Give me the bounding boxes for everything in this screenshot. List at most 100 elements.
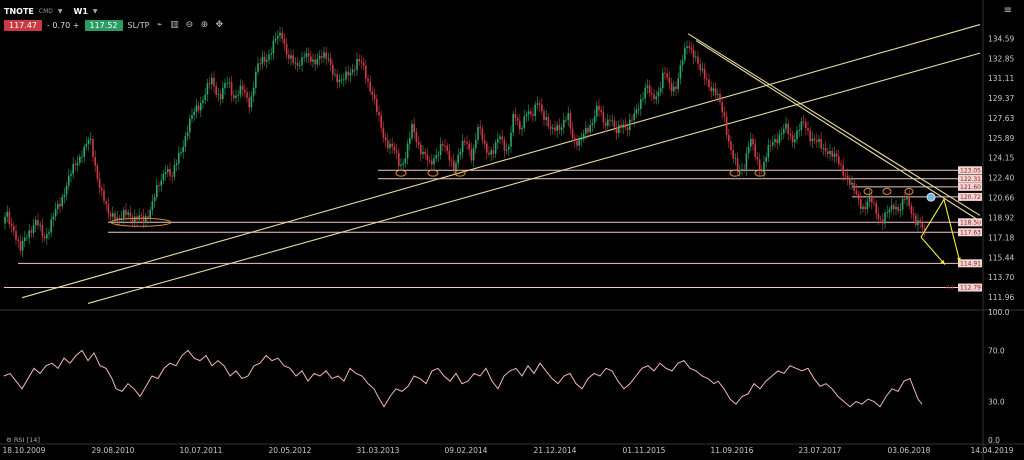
candle-body [767,144,770,158]
candle-body [303,57,305,58]
menu-icon[interactable]: ≡ [1003,5,1012,16]
settings-icon[interactable]: ⚙ [6,436,12,444]
candle-body [283,38,286,44]
buy-price-button[interactable]: 117.52 [84,19,123,31]
candle-body [48,232,50,235]
candle-body [461,140,464,152]
candle-body [235,95,237,99]
candle-body [657,92,660,97]
candle-body [728,135,730,142]
candle-body [365,65,367,79]
candle-body [844,175,847,177]
candle-body [32,225,35,233]
candle-body [360,61,363,63]
candle-body [332,64,334,75]
candle-body [778,134,781,144]
candle-body [228,82,231,84]
scenario-arrow [920,236,946,265]
zoom-in-icon[interactable]: ⊕ [200,20,209,30]
candle-body [664,72,666,74]
level-tag-label: 123.05 [960,167,981,174]
indicators-icon[interactable]: ▥ [170,20,179,30]
x-tick-label: 29.08.2010 [92,446,135,455]
y-tick-label: 113.70 [988,273,1014,282]
candle-body [351,69,354,73]
candle-body [574,137,576,142]
candle-body [598,105,600,111]
candle-body [558,125,561,130]
candle-body [299,65,301,66]
candle-body [862,206,864,209]
candle-body [494,142,497,154]
candle-body [41,224,44,237]
candle-body [160,180,162,186]
candle-body [149,210,151,218]
candle-body [563,120,565,128]
candle-body [85,143,88,147]
candle-body [923,228,926,231]
candle-body [651,93,653,95]
sltp-button[interactable]: SL/TP [127,20,150,30]
candle-body [800,121,803,131]
candle-body [717,94,719,96]
candle-body [730,141,732,151]
candle-body [712,88,715,92]
candle-body [158,185,160,186]
candle-body [536,103,539,105]
candle-body [613,120,616,128]
candle-body [103,190,105,202]
candle-body [842,165,844,176]
candle-body [868,195,871,202]
candle-body [248,97,250,108]
symbol-dropdown-icon[interactable]: ▼ [57,7,63,15]
chart-toolbar: TNOTE CMD ▼ W1 ▼ 117.47 - 0.70 + 117.52 … [4,4,224,36]
timeframe-label[interactable]: W1 [73,6,88,16]
candle-body [499,136,501,140]
timeframe-dropdown-icon[interactable]: ▼ [92,7,98,15]
candle-body [917,220,919,226]
candle-body [675,86,677,90]
candle-body [791,135,794,143]
candle-body [618,124,620,134]
candle-body [855,190,858,194]
x-tick-label: 11.09.2016 [711,446,754,455]
candle-body [798,130,800,131]
trendline [21,24,981,299]
candle-body [395,150,398,153]
candle-body [919,220,921,223]
candle-body [79,156,81,163]
candle-body [468,143,470,150]
x-tick-label: 21.12.2014 [534,446,577,455]
candle-body [516,118,519,121]
candle-body [884,212,886,224]
x-tick-label: 31.03.2013 [357,446,400,455]
candle-body [486,143,488,153]
candle-body [184,135,187,147]
candle-body [415,132,418,143]
candle-body [197,105,200,111]
candle-body [642,98,644,100]
symbol-label[interactable]: TNOTE [4,6,34,16]
candle-body [321,55,323,58]
candle-body [153,197,156,202]
candle-body [787,123,789,134]
candle-body [109,213,112,217]
candle-body [747,146,750,154]
candle-body [404,158,407,164]
sell-price-button[interactable]: 117.47 [4,19,42,31]
candle-body [635,109,638,114]
candle-body [202,100,204,104]
candle-body [624,124,627,128]
candle-body [329,58,332,65]
trend-icon[interactable]: ⌁ [156,20,163,30]
candle-body [780,133,783,135]
candle-body [648,85,651,94]
zoom-out-icon[interactable]: ⊖ [185,20,194,30]
candle-body [17,239,19,242]
crosshair-icon[interactable]: ✥ [215,20,224,30]
candle-body [285,43,288,55]
candle-body [193,111,195,116]
candle-body [653,94,655,100]
